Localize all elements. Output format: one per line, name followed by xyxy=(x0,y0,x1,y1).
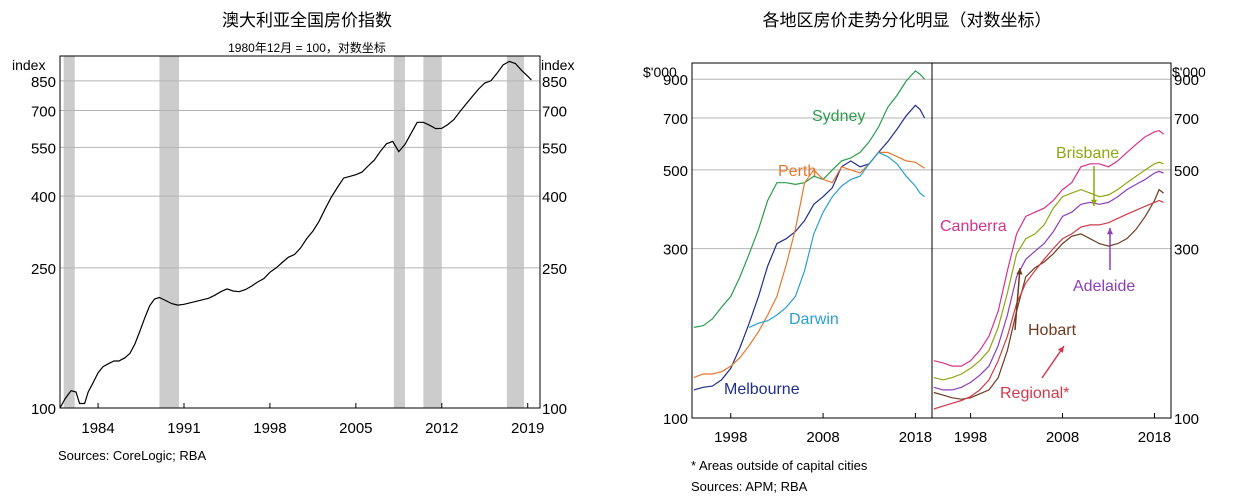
x-tick-0-2008: 2008 xyxy=(806,429,839,446)
x-tick-1-1998: 1998 xyxy=(954,429,987,446)
series-line-regional xyxy=(933,199,1164,410)
right-chart-y-label-left: $'000 xyxy=(643,64,677,80)
y-tick-labels: 100 100 250 250 400 400 550 550 700 700 850 850 xyxy=(31,74,567,418)
y-tick-right-550: 550 xyxy=(542,140,567,157)
right-source-note: Sources: APM; RBA xyxy=(691,479,808,494)
series-line-perth xyxy=(693,151,925,379)
series-label-darwin: Darwin xyxy=(789,311,839,328)
y-tick-right-700: 700 xyxy=(1174,111,1199,128)
y-tick-right-100: 100 xyxy=(542,401,567,418)
series-line-0 xyxy=(59,60,532,409)
series-lines xyxy=(59,60,532,409)
x-tick-1-2018: 2018 xyxy=(1138,429,1171,446)
arrowhead-hobart xyxy=(1016,268,1023,275)
x-tick-2005: 2005 xyxy=(339,420,372,437)
left-chart-title: 澳大利亚全国房价指数 xyxy=(222,11,392,30)
y-tick-labels: 100 100 300 300 500 500 700 700 900 900 xyxy=(663,72,1199,428)
series-label-perth: Perth xyxy=(778,163,816,180)
series-label-hobart: Hobart xyxy=(1028,322,1077,339)
left-y-axis-label: index xyxy=(12,57,45,73)
series-line-canberra xyxy=(933,129,1164,367)
series-label-regional: Regional* xyxy=(1000,385,1069,402)
series-line-sydney xyxy=(693,70,926,328)
recession-shading xyxy=(63,56,525,408)
y-tick-left-700: 700 xyxy=(663,111,688,128)
y-tick-left-900: 900 xyxy=(663,72,688,89)
x-tick-0-1998: 1998 xyxy=(714,429,747,446)
x-tick-2012: 2012 xyxy=(425,420,458,437)
y-tick-left-300: 300 xyxy=(663,242,688,259)
y-tick-right-100: 100 xyxy=(1174,411,1199,428)
recession-band-0 xyxy=(63,56,75,408)
left-plot-frame xyxy=(59,55,541,409)
series-labels: Sydney Melbourne Perth Darwin Canberra Brisba… xyxy=(724,108,1135,402)
x-tick-1984: 1984 xyxy=(81,420,114,437)
label-arrows xyxy=(1014,166,1114,379)
series-line-darwin xyxy=(748,151,925,328)
x-tick-1-2008: 2008 xyxy=(1046,429,1079,446)
arrowhead-adelaide xyxy=(1106,228,1114,235)
left-chart: 澳大利亚全国房价指数 1980年12月 = 100，对数坐标 index ind… xyxy=(12,11,574,463)
y-tick-right-850: 850 xyxy=(542,74,567,91)
y-tick-left-700: 700 xyxy=(31,104,56,121)
series-line-adelaide xyxy=(933,170,1164,391)
gridlines xyxy=(60,80,540,269)
y-tick-left-100: 100 xyxy=(31,401,56,418)
x-tick-1991: 1991 xyxy=(167,420,200,437)
y-tick-right-500: 500 xyxy=(1174,163,1199,180)
y-tick-left-850: 850 xyxy=(31,74,56,91)
x-tick-labels: 1998 2008 2018 1998 2008 2018 xyxy=(714,413,1171,446)
series-line-melbourne xyxy=(693,104,926,391)
series-lines xyxy=(693,70,1164,410)
recession-band-1 xyxy=(159,56,180,408)
y-tick-right-300: 300 xyxy=(1174,242,1199,259)
recession-band-4 xyxy=(506,56,525,408)
x-tick-0-2018: 2018 xyxy=(899,429,932,446)
series-line-brisbane xyxy=(933,161,1164,381)
right-y-axis-label: index xyxy=(541,57,574,73)
right-chart-title: 各地区房价走势分化明显（对数坐标） xyxy=(763,11,1052,30)
recession-band-3 xyxy=(423,56,442,408)
x-tick-labels: 1984 1991 1998 2005 2012 2019 xyxy=(81,403,544,437)
series-label-brisbane: Brisbane xyxy=(1056,145,1119,162)
y-tick-left-500: 500 xyxy=(663,163,688,180)
right-footnote: * Areas outside of capital cities xyxy=(691,458,868,473)
arrowhead-brisbane xyxy=(1090,199,1098,206)
right-chart-y-label-right: $'000 xyxy=(1172,64,1206,80)
y-tick-left-100: 100 xyxy=(663,411,688,428)
y-tick-right-250: 250 xyxy=(542,261,567,278)
left-source-note: Sources: CoreLogic; RBA xyxy=(58,448,206,463)
series-line-hobart xyxy=(933,188,1164,400)
arrow-hobart xyxy=(1014,267,1021,331)
x-tick-1998: 1998 xyxy=(253,420,286,437)
series-label-adelaide: Adelaide xyxy=(1073,278,1135,295)
series-label-sydney: Sydney xyxy=(812,108,865,125)
y-tick-right-900: 900 xyxy=(1174,72,1199,89)
right-chart: 各地区房价走势分化明显（对数坐标） $'000 $'000 100 100 300 3… xyxy=(643,11,1206,494)
y-tick-left-550: 550 xyxy=(31,140,56,157)
series-label-melbourne: Melbourne xyxy=(724,381,800,398)
arrowhead-regional xyxy=(1057,346,1064,353)
recession-band-2 xyxy=(393,56,405,408)
x-tick-2019: 2019 xyxy=(511,420,544,437)
y-tick-left-400: 400 xyxy=(31,189,56,206)
y-tick-right-400: 400 xyxy=(542,189,567,206)
y-tick-left-250: 250 xyxy=(31,261,56,278)
series-label-canberra: Canberra xyxy=(940,218,1007,235)
y-tick-right-700: 700 xyxy=(542,104,567,121)
left-chart-subtitle: 1980年12月 = 100，对数坐标 xyxy=(228,40,386,55)
arrow-regional xyxy=(1041,345,1065,379)
